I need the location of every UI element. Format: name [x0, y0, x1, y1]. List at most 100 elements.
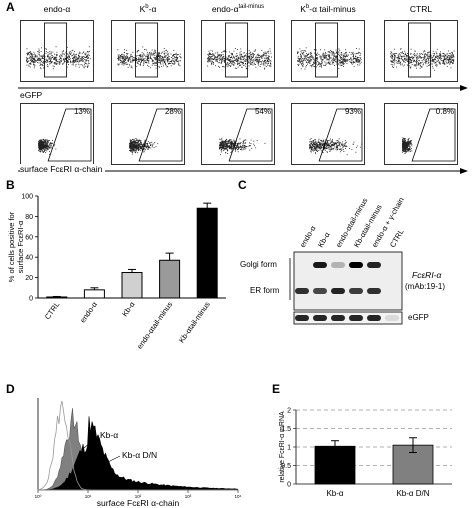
dot [238, 63, 240, 65]
dot [345, 148, 346, 149]
dot [86, 60, 87, 62]
dot [418, 64, 420, 66]
dot [221, 146, 223, 148]
dot [139, 59, 141, 60]
dot [167, 53, 169, 55]
dot [425, 61, 427, 63]
dot [336, 52, 337, 53]
dot [50, 51, 52, 53]
dot [408, 138, 409, 140]
dot [43, 141, 45, 143]
dot [301, 63, 303, 65]
dot [342, 59, 344, 61]
dot [54, 144, 56, 146]
lane-label: Kb-α [316, 230, 332, 249]
dot [126, 52, 127, 54]
dot [129, 139, 131, 141]
dot [135, 148, 137, 150]
dot [402, 145, 404, 147]
dot [72, 62, 74, 64]
dot [82, 60, 84, 62]
dot [408, 144, 410, 146]
dot [136, 146, 138, 148]
egfp-band [295, 315, 309, 321]
dot [158, 62, 160, 63]
dot [261, 63, 263, 65]
dot [307, 55, 308, 57]
dot [44, 149, 46, 151]
dot [335, 56, 337, 58]
dot [321, 146, 322, 148]
dot [179, 65, 181, 67]
dot [247, 56, 249, 58]
dot [406, 145, 408, 146]
dot [261, 61, 262, 63]
dot [138, 149, 140, 150]
dot [252, 61, 253, 63]
dot [40, 59, 42, 61]
dot [406, 150, 408, 152]
dot [343, 151, 345, 152]
dot [230, 148, 231, 150]
dot [429, 64, 430, 66]
dot [235, 59, 236, 61]
dot [73, 60, 75, 61]
dot [392, 66, 393, 68]
dot [124, 61, 125, 63]
dot [313, 141, 315, 143]
dot [132, 139, 134, 140]
dot [405, 52, 406, 54]
dot [130, 143, 132, 145]
dot [67, 61, 69, 63]
dot [236, 58, 237, 60]
dot [404, 148, 405, 150]
dot [64, 61, 66, 62]
dot [312, 140, 314, 141]
dot [338, 142, 340, 144]
dot [299, 60, 301, 62]
dot [32, 61, 34, 63]
dot [442, 56, 444, 57]
dot [319, 143, 321, 145]
dot [335, 147, 337, 148]
dot [410, 143, 412, 145]
dot [82, 55, 84, 57]
dot [220, 148, 222, 150]
dot [333, 144, 334, 146]
dot [159, 56, 161, 58]
dot [339, 61, 341, 63]
dot [219, 144, 221, 146]
golgi-form-label: Golgi form [240, 260, 277, 269]
dot [79, 51, 81, 53]
dot [144, 60, 146, 62]
dot [237, 151, 239, 153]
dot [315, 145, 317, 147]
dot [220, 154, 221, 156]
dot [136, 145, 138, 147]
dot [306, 55, 308, 57]
dot [149, 145, 151, 146]
dot [76, 58, 78, 60]
dot [228, 56, 230, 58]
dot [313, 145, 315, 147]
dot [241, 62, 243, 64]
dot [161, 52, 162, 54]
dot [438, 55, 440, 57]
dot [344, 56, 346, 58]
dot [395, 52, 397, 54]
dot [152, 60, 154, 62]
dot [390, 63, 392, 65]
dot [64, 60, 65, 62]
dot [136, 141, 138, 143]
dot [143, 61, 145, 63]
dot [222, 54, 224, 55]
dot [224, 145, 226, 146]
dot [411, 64, 413, 65]
dot [392, 56, 394, 58]
flow-title: Kb-α tail-minus [285, 4, 371, 14]
dot [140, 142, 142, 143]
dot [231, 56, 232, 58]
dot [404, 150, 406, 152]
dot [33, 58, 35, 60]
dot [258, 58, 260, 60]
